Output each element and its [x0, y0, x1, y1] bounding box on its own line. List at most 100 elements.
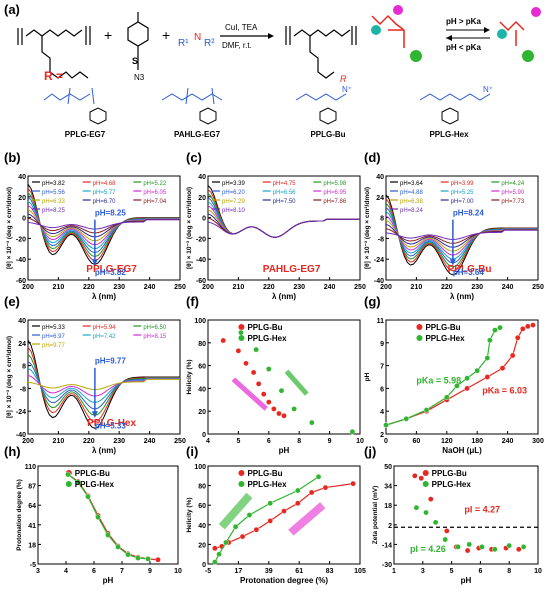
- y-tick-label: 18: [384, 503, 392, 510]
- data-point: [216, 551, 222, 558]
- x-tick-label: 200: [380, 284, 392, 291]
- x-axis-label: λ (nm): [92, 446, 116, 455]
- y-tick-label: 11: [377, 318, 385, 325]
- svg-text:N⁺: N⁺: [483, 85, 493, 94]
- x-tick-label: 9: [328, 438, 332, 445]
- x-tick-label: 61: [295, 568, 303, 575]
- data-point: [291, 406, 297, 412]
- y-tick-label: 40: [198, 174, 206, 181]
- x-tick-label: 10: [356, 438, 364, 445]
- y-tick-label: -40: [196, 257, 206, 264]
- y-tick-label: 18: [28, 542, 36, 549]
- y-tick-label: -40: [374, 278, 384, 285]
- x-tick-label: 200: [22, 438, 34, 445]
- x-axis-label: pH: [103, 576, 114, 585]
- ph-arrowhead: [449, 259, 456, 266]
- plot-frame: [27, 175, 181, 281]
- y-tick-label: 60: [198, 503, 206, 510]
- data-point: [491, 546, 498, 553]
- legend-marker: [416, 335, 423, 341]
- data-point: [530, 322, 536, 328]
- data-point: [442, 536, 449, 543]
- plot-frame: [37, 465, 179, 565]
- x-tick-label: 5: [450, 568, 454, 575]
- legend-label: PPLG-Bu: [432, 469, 467, 478]
- x-tick-label: 250: [354, 284, 366, 291]
- y-tick-label: -14: [382, 542, 392, 549]
- data-point: [309, 419, 315, 426]
- data-point: [267, 518, 273, 524]
- chart-c: (c) 200 210 220 230 240 250 -60 -40 -20 0 20 40 λ (nm…: [186, 150, 366, 301]
- panel-label: (c): [186, 150, 202, 165]
- data-point: [423, 509, 429, 516]
- panel-label: (e): [4, 294, 20, 309]
- x-tick-label: 210: [53, 284, 65, 291]
- annotation-top: pH=8.24: [453, 209, 484, 218]
- x-tick-label: 210: [411, 284, 423, 291]
- data-point: [220, 337, 226, 344]
- legend-marker: [422, 481, 429, 487]
- data-point: [427, 496, 434, 502]
- data-point: [479, 544, 485, 550]
- y-axis-label: Helicity (%): [186, 497, 193, 532]
- annotation-top: pH=8.25: [95, 209, 126, 218]
- y-tick-label: -5: [30, 562, 36, 569]
- spectrum-line: [27, 367, 180, 403]
- data-point: [243, 360, 249, 367]
- y-tick-label: 40: [376, 174, 384, 181]
- legend-label: pH=3.39: [222, 181, 246, 187]
- x-tick-label: 6: [92, 568, 96, 575]
- data-point: [506, 542, 513, 549]
- x-axis-label: λ (nm): [450, 292, 474, 301]
- data-point: [105, 532, 111, 538]
- data-point: [464, 385, 470, 392]
- legend-label: pH=5.94: [93, 325, 117, 331]
- y-tick-label: 41: [28, 523, 36, 530]
- equilibrium-lower-label: pH < pKa: [446, 43, 481, 52]
- legend-label: PPLG-Hex: [75, 480, 115, 489]
- legend-label: PPLG-Hex: [425, 334, 465, 343]
- x-tick-label: 250: [174, 438, 186, 445]
- data-point: [403, 415, 410, 422]
- equilibrium-upper-label: pH > pKa: [446, 17, 481, 26]
- r2-sphere: [371, 25, 381, 35]
- plot-frame: [385, 319, 539, 435]
- panel-label: (b): [4, 150, 21, 165]
- plot-frame: [207, 319, 361, 435]
- data-point: [265, 366, 272, 372]
- spectrum-line: [385, 194, 538, 276]
- data-point: [232, 523, 239, 530]
- legend-label: PPLG-Bu: [247, 323, 282, 332]
- reaction-conditions: DMF, r.t.: [222, 41, 252, 50]
- y-tick-label: 9: [380, 341, 384, 348]
- y-tick-label: -60: [16, 278, 26, 285]
- y-tick-label: 87: [28, 484, 36, 491]
- pi-bu-label: pI = 4.27: [464, 505, 500, 515]
- legend-label: pH=5.33: [42, 325, 66, 331]
- chart-d: (d) 200 210 220 230 240 250 -40 -24 -8 8 24 40 λ (nm)…: [364, 150, 544, 301]
- y-tick-label: 64: [28, 503, 36, 510]
- data-point: [516, 546, 522, 553]
- legend-label: pH=6.95: [323, 190, 347, 196]
- data-point: [212, 559, 218, 565]
- svg-text:R: R: [340, 74, 347, 84]
- legend-label: pH=5.25: [451, 190, 475, 196]
- legend-label: pH=7.42: [93, 334, 117, 340]
- y-tick-label: 2: [380, 432, 384, 439]
- data-point: [267, 500, 273, 507]
- polymer-label-hex: PPLG-Hex: [429, 130, 469, 139]
- legend-label: pH=8.24: [400, 208, 424, 214]
- data-point: [265, 399, 272, 405]
- y-tick-label: 50: [384, 464, 392, 471]
- data-point: [271, 406, 277, 412]
- data-point: [514, 334, 521, 341]
- x-tick-label: 180: [471, 438, 483, 445]
- spectrum-line: [385, 228, 538, 244]
- legend-label: pH=6.20: [222, 190, 246, 196]
- x-tick-label: 250: [174, 284, 186, 291]
- data-point: [484, 355, 491, 361]
- y-tick-label: 80: [198, 484, 206, 491]
- r-group-eg7: [43, 87, 107, 125]
- x-tick-label: 220: [441, 284, 453, 291]
- x-tick-label: -5: [205, 568, 211, 575]
